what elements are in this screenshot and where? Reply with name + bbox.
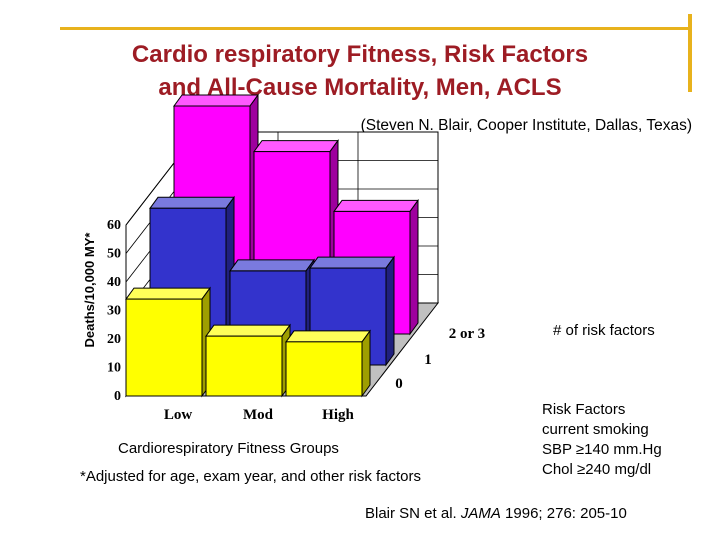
x-category-label: Low: [164, 407, 193, 423]
bar-top: [149, 196, 235, 209]
depth-axis-title: # of risk factors: [553, 322, 655, 339]
bar-front: [125, 298, 203, 397]
y-tick-label: 20: [107, 332, 121, 347]
y-axis-label: Deaths/10,000 MY*: [82, 232, 97, 348]
decorative-top-rule: [60, 27, 690, 30]
citation-details: 1996; 276: 205-10: [500, 505, 627, 522]
y-tick-label: 30: [107, 304, 121, 319]
y-tick-label: 0: [114, 389, 121, 404]
title-line-1: Cardio respiratory Fitness, Risk Factors: [131, 41, 589, 68]
chart-axes: 0 10 20 30 40 50 60 Low Mod High 0 1 2 or 3: [107, 218, 485, 423]
series-depth-label: 1: [424, 352, 432, 368]
x-category-label: High: [322, 407, 354, 423]
risk-factors-box: Risk Factors current smoking SBP ≥140 mm…: [542, 400, 662, 480]
bar-side: [361, 329, 371, 398]
series-depth-label: 0: [395, 376, 403, 392]
y-tick-label: 50: [107, 247, 121, 262]
bar-top: [333, 199, 419, 212]
risk-factor-item: SBP ≥140 mm.Hg: [542, 441, 662, 458]
series-depth-label: 2 or 3: [449, 326, 485, 342]
citation-authors: Blair SN et al.: [365, 505, 461, 522]
y-tick-label: 40: [107, 275, 121, 290]
decorative-side-rule: [688, 14, 692, 92]
bar: [285, 329, 371, 398]
chart-bars: [125, 93, 419, 398]
risk-factor-item: Chol ≥240 mg/dl: [542, 461, 652, 478]
bar-top: [253, 140, 339, 153]
y-tick-label: 60: [107, 218, 121, 233]
y-tick-label: 10: [107, 361, 121, 376]
bar-top: [229, 259, 315, 272]
bar-top: [173, 94, 259, 107]
bar-side: [385, 255, 395, 367]
citation: Blair SN et al. JAMA 1996; 276: 205-10: [365, 505, 627, 522]
x-category-label: Mod: [243, 407, 274, 423]
bar: [125, 286, 211, 398]
bar-front: [205, 335, 283, 397]
bar-top: [309, 256, 395, 269]
adjustment-footnote: *Adjusted for age, exam year, and other …: [80, 468, 422, 485]
bar-front: [285, 341, 363, 397]
slide-subtitle: (Steven N. Blair, Cooper Institute, Dall…: [360, 117, 692, 134]
risk-factor-item: current smoking: [542, 421, 649, 438]
x-axis-title: Cardiorespiratory Fitness Groups: [118, 440, 339, 457]
bar-top: [125, 287, 211, 300]
citation-journal: JAMA: [460, 505, 501, 522]
bar-top: [285, 330, 371, 343]
bar-side: [409, 198, 419, 336]
bar-top: [205, 324, 291, 337]
risk-factors-heading: Risk Factors: [542, 401, 626, 418]
bar: [205, 323, 291, 398]
